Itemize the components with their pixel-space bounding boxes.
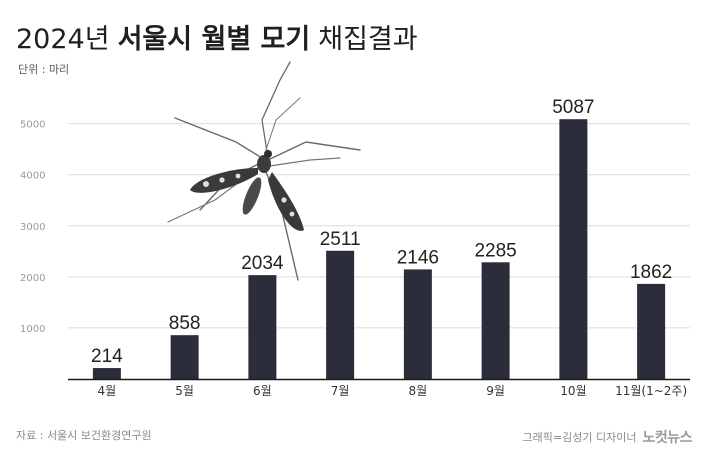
- value-label: 2511: [320, 229, 361, 250]
- y-tick-label: 5000: [20, 120, 45, 131]
- value-label: 2285: [474, 240, 516, 261]
- x-axis-tick-labels: 4월 5월 6월 7월 8월 9월 10월 11월(1~2주): [98, 384, 688, 398]
- value-label: 5087: [552, 97, 594, 118]
- x-tick-label: 4월: [98, 384, 117, 398]
- graphic-credit: 그래픽=김성기 디자이너: [522, 431, 637, 444]
- value-label: 214: [91, 346, 123, 367]
- x-tick-label: 5월: [175, 384, 194, 398]
- bar-7: [559, 119, 588, 379]
- bar-2: [170, 335, 199, 379]
- credit-area: 그래픽=김성기 디자이너 노컷뉴스: [522, 427, 693, 447]
- mosquito-icon: [167, 61, 361, 281]
- bar-8: [637, 283, 666, 379]
- y-tick-label: 1000: [20, 324, 45, 335]
- source-note: 자료 : 서울시 보건환경연구원: [16, 429, 152, 442]
- value-label: 1862: [630, 262, 672, 283]
- y-axis-tick-labels: 1000 2000 3000 4000 5000: [20, 120, 45, 335]
- chart-title: 2024년 서울시 월별 모기 채집결과: [16, 24, 418, 55]
- bar-1: [92, 368, 121, 379]
- x-tick-label: 11월(1~2주): [615, 384, 687, 398]
- value-label: 2034: [241, 253, 284, 274]
- x-tick-label: 6월: [253, 384, 272, 398]
- bar-6: [481, 262, 510, 379]
- brand-logo: 노컷뉴스: [642, 430, 692, 446]
- bar-5: [403, 269, 432, 379]
- y-tick-label: 3000: [20, 222, 45, 233]
- title-year: 2024년: [16, 24, 110, 55]
- y-tick-label: 4000: [20, 171, 45, 182]
- x-tick-label: 10월: [560, 384, 586, 398]
- x-tick-label: 9월: [486, 384, 505, 398]
- unit-label: 단위 : 마리: [18, 63, 69, 76]
- x-tick-label: 8월: [409, 384, 428, 398]
- grid-lines: [68, 123, 690, 329]
- value-labels: 214 858 2034 2511 2146 2285 5087 1862: [91, 97, 672, 367]
- title-main: 서울시 월별 모기: [118, 24, 311, 55]
- title-tail: 채집결과: [318, 24, 417, 55]
- y-tick-label: 2000: [20, 273, 45, 284]
- x-tick-label: 7월: [331, 384, 350, 398]
- value-label: 2146: [397, 247, 439, 268]
- bar-4: [326, 250, 355, 379]
- bar-3: [248, 275, 277, 379]
- value-label: 858: [169, 313, 201, 334]
- bars: [92, 119, 666, 379]
